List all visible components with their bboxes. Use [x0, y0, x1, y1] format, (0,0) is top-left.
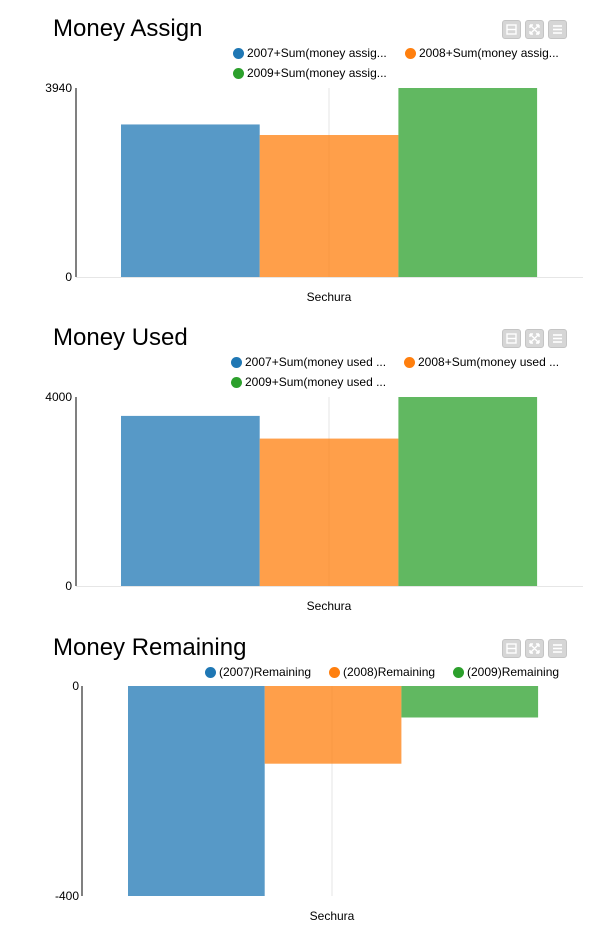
chart-title: Money Used — [53, 324, 188, 351]
bar-2 — [259, 135, 399, 277]
legend-item-series-1[interactable]: 2007+Sum(money assig... — [233, 46, 387, 60]
chart-panel-money-remaining: Money Remaining (2007)Remaining (2008)Re… — [0, 619, 610, 929]
fullscreen-icon — [529, 333, 540, 344]
chart-toolbar — [502, 329, 567, 348]
y-tick-label: 0 — [65, 270, 72, 284]
x-tick-label: Sechura — [307, 290, 352, 304]
chart-panel-money-assign: Money Assign 2007+Sum(money assig... 200… — [0, 0, 610, 310]
legend-dot — [205, 666, 216, 678]
bar-1 — [121, 415, 260, 586]
legend-dot — [453, 666, 464, 678]
bar-2 — [264, 686, 402, 764]
chart-title: Money Assign — [53, 15, 203, 42]
legend-item-series-2[interactable]: 2008+Sum(money assig... — [405, 46, 559, 60]
menu-icon — [553, 25, 562, 34]
bar-1 — [121, 124, 260, 278]
x-tick-label: Sechura — [307, 599, 352, 613]
bar-3 — [398, 88, 538, 277]
bar-chart-money-assign: 3940 0 Sechura — [45, 81, 583, 304]
legend-item-series-1[interactable]: 2007+Sum(money used ... — [231, 355, 386, 369]
legend-item-series-3[interactable]: 2009+Sum(money used ... — [231, 375, 386, 389]
legend-dot — [329, 666, 340, 678]
fullscreen-icon — [529, 24, 540, 35]
bar-3 — [401, 686, 539, 718]
legend-dot — [231, 356, 242, 368]
y-tick-label: 4000 — [45, 390, 72, 404]
menu-icon — [553, 644, 562, 653]
bar-3 — [398, 397, 538, 586]
bar-2 — [259, 438, 399, 586]
minimize-button[interactable] — [502, 639, 521, 658]
x-tick-label: Sechura — [310, 909, 355, 923]
legend-dot — [233, 47, 244, 59]
minimize-icon — [506, 24, 517, 35]
legend-dot — [405, 47, 416, 59]
y-tick-label: 0 — [65, 579, 72, 593]
chart-panel-money-used: Money Used 2007+Sum(money used ... 2008+… — [0, 309, 610, 619]
legend-item-series-2[interactable]: (2008)Remaining — [329, 665, 435, 679]
menu-button[interactable] — [548, 329, 567, 348]
legend-dot — [233, 67, 244, 79]
chart-toolbar — [502, 639, 567, 658]
minimize-icon — [506, 643, 517, 654]
fullscreen-button[interactable] — [525, 639, 544, 658]
legend-item-series-3[interactable]: 2009+Sum(money assig... — [233, 66, 387, 80]
bar-chart-money-used: 4000 0 Sechura — [45, 390, 583, 613]
menu-icon — [553, 334, 562, 343]
bar-1 — [128, 686, 265, 896]
fullscreen-button[interactable] — [525, 329, 544, 348]
legend-dot — [231, 376, 242, 388]
chart-toolbar — [502, 20, 567, 39]
y-tick-label: 0 — [72, 679, 79, 693]
y-tick-label: 3940 — [45, 81, 72, 95]
legend-item-series-2[interactable]: 2008+Sum(money used ... — [404, 355, 559, 369]
fullscreen-icon — [529, 643, 540, 654]
y-tick-label: -400 — [55, 889, 79, 903]
bar-chart-money-remaining: 0 -400 Sechura — [55, 679, 539, 923]
minimize-button[interactable] — [502, 20, 521, 39]
menu-button[interactable] — [548, 639, 567, 658]
legend-item-series-1[interactable]: (2007)Remaining — [205, 665, 311, 679]
minimize-icon — [506, 333, 517, 344]
legend-item-series-3[interactable]: (2009)Remaining — [453, 665, 559, 679]
menu-button[interactable] — [548, 20, 567, 39]
chart-title: Money Remaining — [53, 634, 247, 661]
legend-dot — [404, 356, 415, 368]
fullscreen-button[interactable] — [525, 20, 544, 39]
minimize-button[interactable] — [502, 329, 521, 348]
